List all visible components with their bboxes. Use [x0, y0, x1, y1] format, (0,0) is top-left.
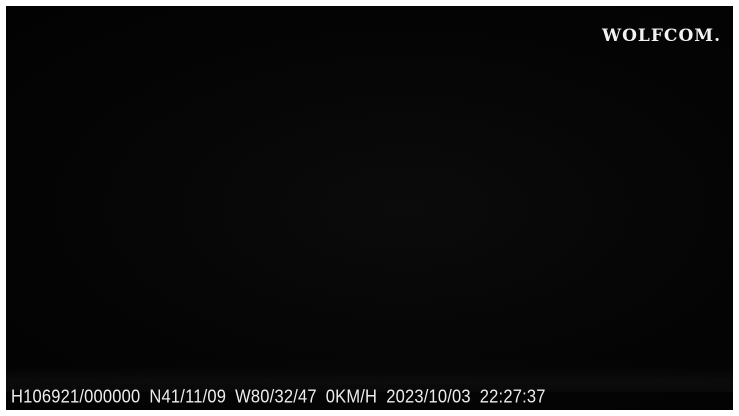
- video-frame: WOLFCOM. H106921/000000 N41/11/09 W80/32/4…: [6, 6, 733, 410]
- image-noise-band: [6, 366, 733, 392]
- recording-date: 2023/10/03: [386, 386, 471, 407]
- gps-latitude: N41/11/09: [149, 386, 227, 407]
- device-record-id: H106921/000000: [11, 386, 141, 407]
- speed-readout: 0KM/H: [325, 386, 378, 407]
- brand-watermark: WOLFCOM.: [602, 26, 721, 46]
- gps-longitude: W80/32/47: [235, 386, 317, 407]
- video-feed: [6, 6, 733, 410]
- recording-time: 22:27:37: [479, 386, 546, 407]
- osd-info-bar: H106921/000000 N41/11/09 W80/32/47 0KM/H 202…: [11, 387, 729, 408]
